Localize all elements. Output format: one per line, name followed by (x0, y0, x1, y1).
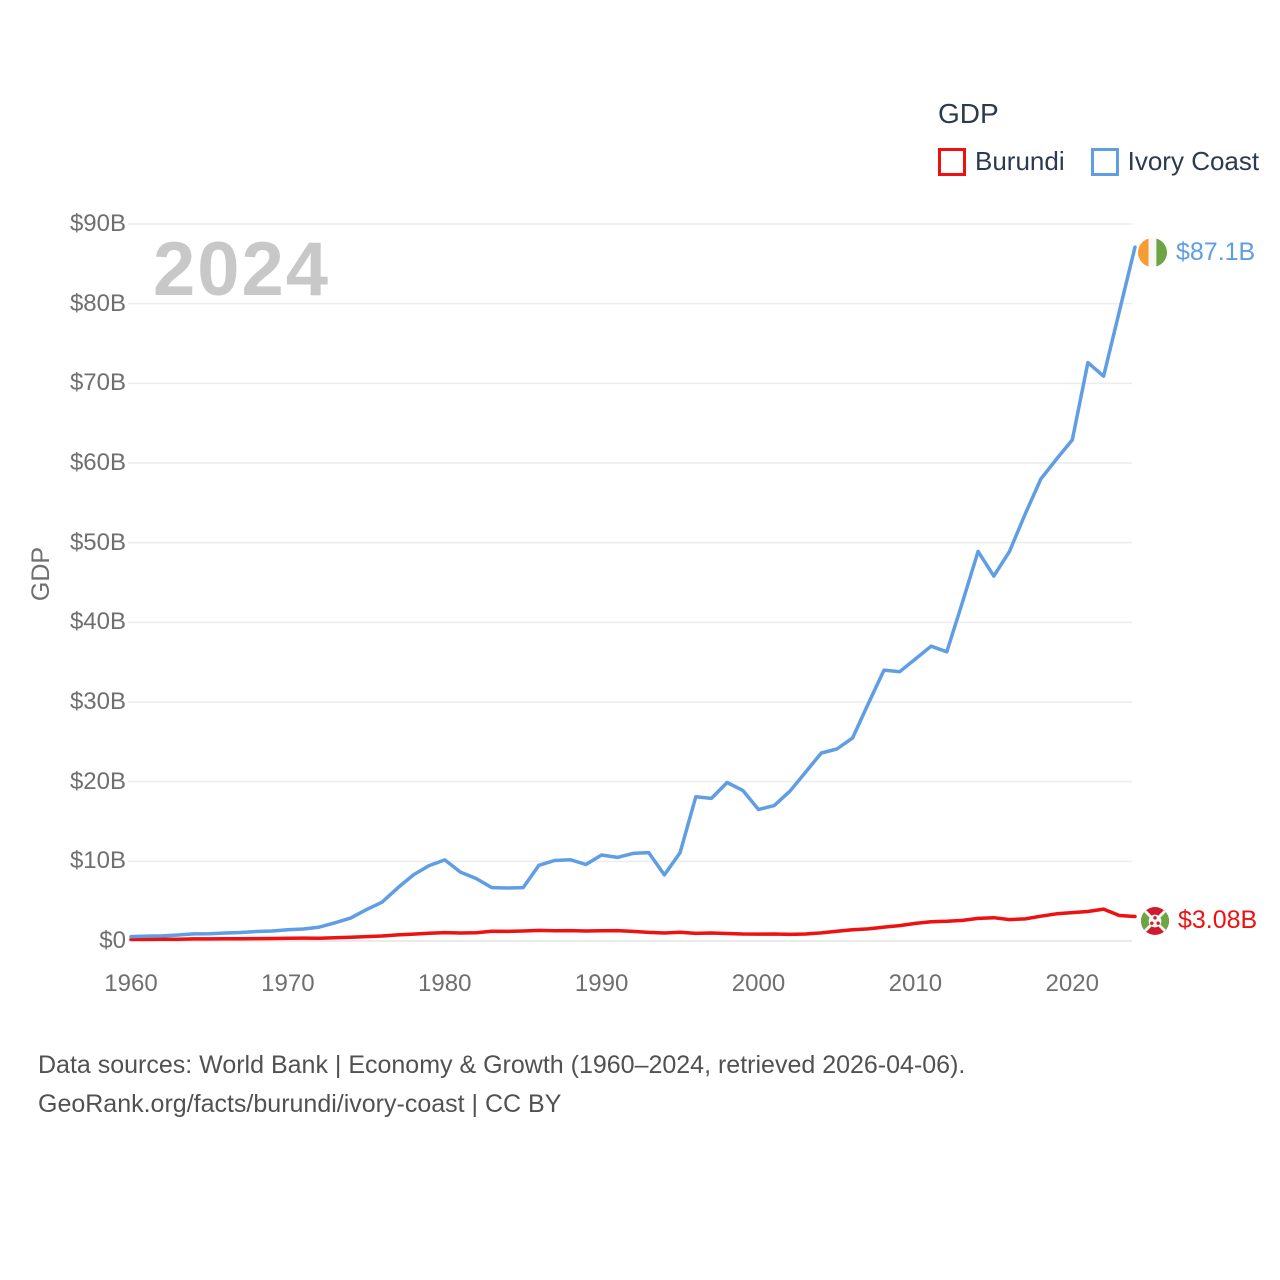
line-ivory-coast[interactable] (129, 245, 1137, 939)
legend: GDP Burundi Ivory Coast (938, 98, 1259, 177)
legend-label-burundi: Burundi (975, 146, 1065, 176)
burundi-flag-icon (1141, 906, 1169, 935)
end-label-value-burundi: $3.08B (1178, 906, 1258, 934)
watermark-year: 2024 (153, 227, 331, 312)
bdi-star (1156, 921, 1160, 925)
end-label-value-ivory-coast: $87.1B (1176, 238, 1256, 266)
y-tick-label: $50B (69, 528, 126, 556)
y-tick-label: $90B (69, 210, 126, 237)
bdi-triangle-right-green (1156, 906, 1169, 935)
legend-item-burundi[interactable]: Burundi (938, 146, 1065, 177)
footer-line-1: Data sources: World Bank | Economy & Gro… (38, 1051, 966, 1079)
footer: Data sources: World Bank | Economy & Gro… (38, 1046, 965, 1124)
line-burundi[interactable] (129, 907, 1137, 942)
y-tick-label: $0 (99, 927, 126, 954)
legend-swatch-ivory-coast (1090, 147, 1119, 176)
x-tick-label: 1980 (418, 970, 472, 997)
y-tick-label: $60B (69, 449, 126, 476)
end-label-ivory-coast: $87.1B (1138, 238, 1255, 267)
y-tick-label: $10B (69, 847, 126, 875)
gridlines (128, 223, 1132, 942)
legend-items: Burundi Ivory Coast (938, 146, 1259, 177)
y-tick-label: $70B (69, 369, 126, 397)
legend-label-ivory-coast: Ivory Coast (1127, 146, 1260, 176)
end-label-burundi: $3.08B (1141, 906, 1257, 935)
x-tick-label: 1970 (261, 970, 315, 997)
y-axis-label: GDP (27, 546, 55, 602)
ivory-coast-flag-icon (1138, 238, 1167, 267)
civ-band-white (1148, 238, 1157, 267)
x-tick-label: 1960 (104, 970, 158, 997)
civ-band-green (1156, 238, 1167, 267)
y-tick-label: $80B (69, 289, 126, 317)
y-tick-label: $30B (69, 688, 126, 715)
x-tick-label: 2010 (888, 970, 943, 997)
bdi-star (1153, 915, 1157, 920)
bdi-triangle-left-green (1141, 906, 1154, 935)
x-tick-label: 1990 (574, 970, 629, 997)
legend-item-ivory-coast[interactable]: Ivory Coast (1090, 146, 1260, 177)
y-tick-label: $40B (69, 608, 126, 636)
x-tick-label: 2000 (731, 970, 786, 997)
y-tick-label: $20B (69, 767, 126, 795)
series-lines (129, 245, 1137, 942)
civ-band-orange (1138, 238, 1149, 267)
footer-line-2: GeoRank.org/facts/burundi/ivory-coast | … (38, 1090, 562, 1118)
legend-title: GDP (938, 98, 999, 129)
bdi-star (1150, 921, 1154, 925)
legend-swatch-burundi (938, 147, 966, 176)
x-tick-label: 2020 (1045, 970, 1099, 997)
